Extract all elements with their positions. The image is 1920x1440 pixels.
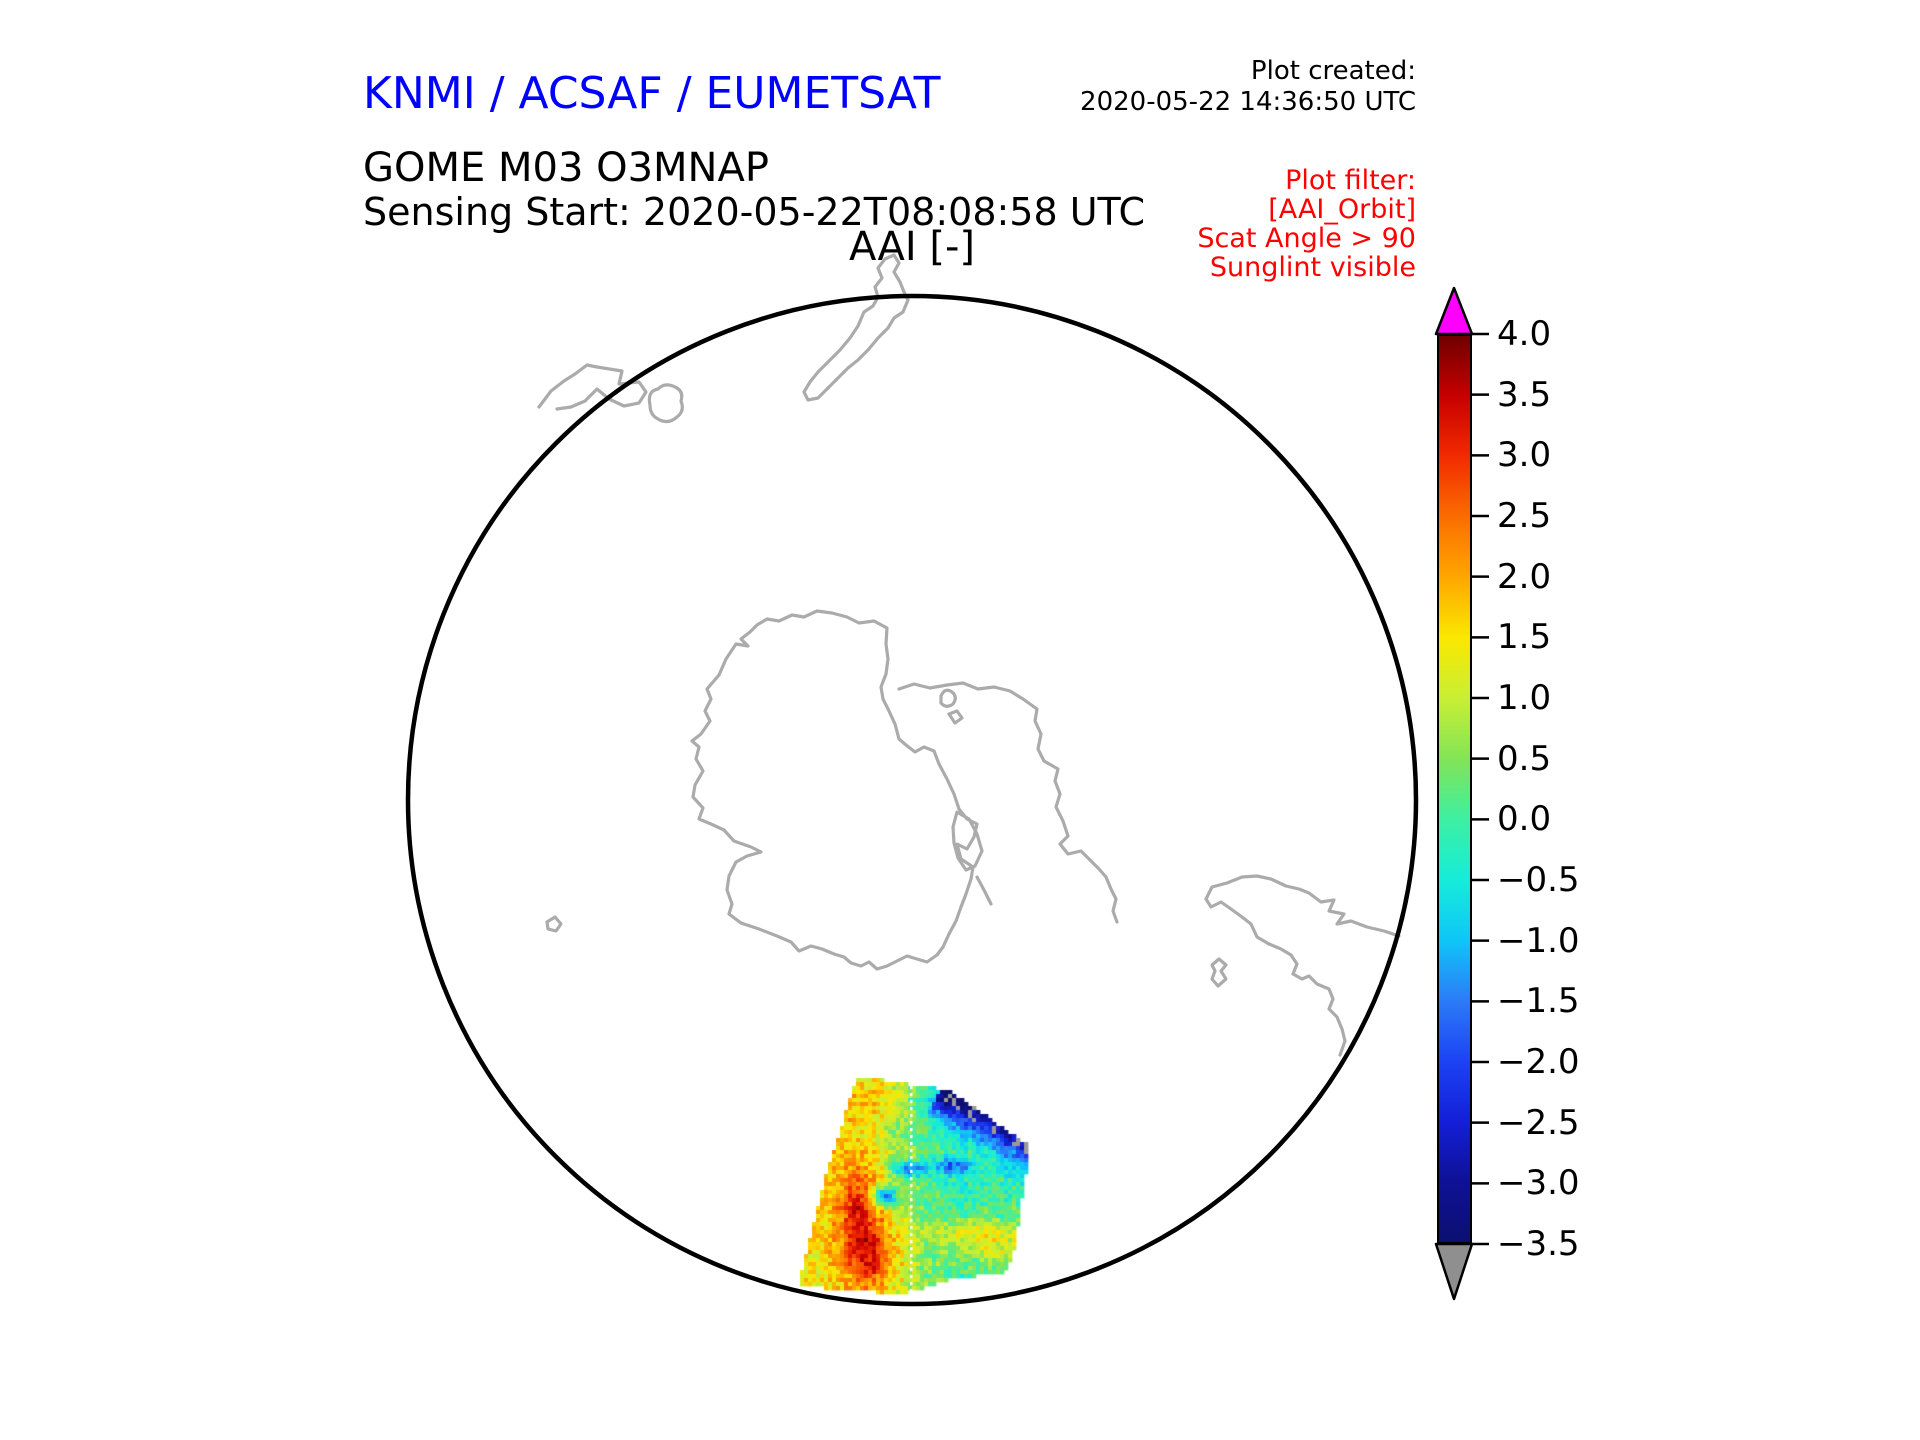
colorbar-tick-label: 4.0: [1497, 314, 1552, 354]
plot-filter-block: Plot filter: [AAI_Orbit] Scat Angle > 90…: [1197, 166, 1416, 282]
coastline-estados-island: [1210, 957, 1228, 988]
coastline-new-zealand: [802, 253, 910, 402]
plot-created-timestamp: 2020-05-22 14:36:50 UTC: [1080, 87, 1416, 117]
product-title: GOME M03 O3MNAP: [363, 145, 769, 191]
coastline-edge-coast-top-left: [537, 363, 648, 411]
coastline-round-island-top-left: [647, 383, 684, 424]
coastline-tierra-del-fuego-south: [1204, 897, 1347, 1057]
colorbar-tick-label: 3.0: [1497, 435, 1552, 476]
colorbar-tick-label: −1.5: [1497, 981, 1580, 1022]
plot-created-block: Plot created: 2020-05-22 14:36:50 UTC: [1080, 56, 1416, 118]
colorbar-under-arrow: [1434, 1242, 1474, 1301]
colorbar-tick-label: −3.5: [1497, 1224, 1580, 1264]
coastline-small-blob-1: [939, 688, 957, 708]
colorbar-tick-label: 1.0: [1497, 678, 1552, 718]
colorbar-over-arrow: [1434, 286, 1474, 336]
colorbar-tick-label: 0.5: [1497, 738, 1552, 779]
coastline-peninsula-tail: [975, 875, 993, 906]
plot-created-label: Plot created:: [1250, 56, 1416, 86]
plot-filter-line: Plot filter:: [1285, 165, 1416, 196]
sensing-start-line: Sensing Start: 2020-05-22T08:08:58 UTC: [363, 190, 1146, 234]
colorbar-tick-label: 2.5: [1497, 496, 1552, 536]
colorbar-ticks: [1471, 332, 1489, 1246]
map-title: AAI [-]: [849, 224, 975, 270]
coastline-small-island-left: [545, 915, 563, 933]
coastline-antarctica-main: [690, 609, 979, 971]
map-boundary-circle: [405, 293, 1419, 1307]
plot-filter-line: Scat Angle > 90: [1197, 223, 1416, 254]
coastline-tierra-del-fuego-north: [1204, 874, 1401, 938]
colorbar-tick-label: 2.0: [1497, 556, 1552, 597]
colorbar-tick-label: −0.5: [1497, 860, 1580, 900]
coastline-peninsula-lagoon: [951, 810, 984, 872]
colorbar-tick-label: −2.5: [1497, 1102, 1580, 1143]
org-title: KNMI / ACSAF / EUMETSAT: [363, 68, 941, 119]
colorbar-tick-label: −1.0: [1497, 920, 1580, 961]
coastline-antarctic-peninsula: [897, 681, 1119, 924]
plot-filter-line: [AAI_Orbit]: [1268, 194, 1416, 225]
colorbar-tick-label: 0.0: [1497, 799, 1552, 840]
colorbar-tick-label: 3.5: [1497, 374, 1552, 415]
plot-filter-line: Sunglint visible: [1209, 252, 1416, 283]
colorbar-tick-label: 1.5: [1497, 617, 1552, 658]
colorbar-bar: [1437, 334, 1472, 1244]
coastlines: [537, 253, 1401, 1057]
colorbar-tick-label: −3.0: [1497, 1163, 1580, 1204]
coastline-small-blob-2: [947, 709, 964, 725]
colorbar-tick-label: −2.0: [1497, 1042, 1580, 1082]
